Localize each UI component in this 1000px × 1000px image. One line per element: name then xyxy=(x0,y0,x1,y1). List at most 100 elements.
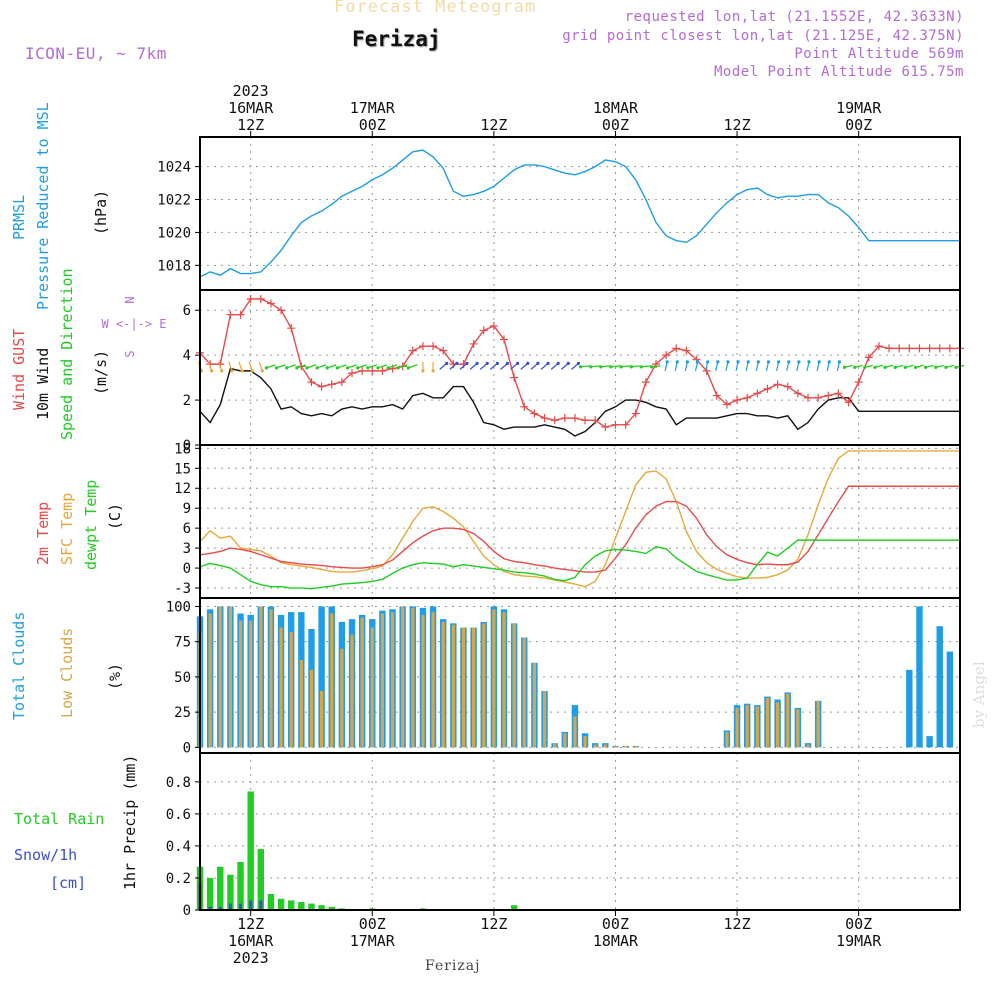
time-label-bottom: 16MAR xyxy=(228,932,274,950)
wind-arrow-head xyxy=(913,365,918,369)
low-cloud-bar xyxy=(786,693,790,748)
low-cloud-bar xyxy=(330,613,334,748)
low-cloud-bar xyxy=(522,637,526,748)
wind-arrow-head xyxy=(954,365,958,369)
low-cloud-bar xyxy=(563,733,567,748)
wind-arrow-head xyxy=(455,361,459,365)
rain-bar xyxy=(247,791,254,910)
wind-arrow-head xyxy=(629,365,633,369)
gust-marker xyxy=(307,378,316,387)
gust-marker xyxy=(408,346,417,355)
gust-marker xyxy=(885,344,894,353)
snow-unit-label: [cm] xyxy=(50,874,86,892)
gust-marker xyxy=(256,294,265,303)
low-cloud-bar xyxy=(735,707,739,748)
clouds-y-tick-label: 50 xyxy=(174,670,191,686)
pressure-line xyxy=(199,149,960,278)
gust-marker xyxy=(814,393,823,402)
wind-arrow-head xyxy=(827,360,831,364)
wind-arrow-head xyxy=(766,360,771,364)
low-cloud-bar xyxy=(299,660,303,748)
total-cloud-bar xyxy=(906,669,913,748)
wind-arrow-head xyxy=(863,365,867,369)
wind-arrow-head xyxy=(924,365,928,369)
low-cloud-bar xyxy=(532,662,536,748)
clouds-unit: (%) xyxy=(106,663,124,690)
wind-arrow-head xyxy=(260,369,264,373)
precip-y-tick-label: 0.2 xyxy=(166,871,191,887)
wind-arrow-head xyxy=(406,366,410,370)
wind-label: 10m Wind xyxy=(34,348,52,420)
wind-arrow-head xyxy=(944,365,948,369)
gust-marker xyxy=(834,389,843,398)
low-cloud-bar xyxy=(421,614,425,748)
rain-bar xyxy=(217,866,224,910)
wind-arrow-head xyxy=(649,365,654,369)
time-label-bottom: 00Z xyxy=(359,915,386,933)
pressure-y-tick-label: 1022 xyxy=(157,193,191,209)
wind-speed-line xyxy=(199,367,960,437)
gust-marker xyxy=(641,378,650,387)
temperature-y-tick-label: 18 xyxy=(174,441,191,457)
sfc-temp-label: SFC Temp xyxy=(58,493,76,565)
snow-bar xyxy=(249,900,253,910)
wind-arrow-head xyxy=(685,360,690,364)
precip-y-tick-label: 0 xyxy=(183,903,191,919)
wind-arrow-head xyxy=(842,365,847,369)
gust-marker xyxy=(378,366,387,375)
gust-marker xyxy=(337,378,346,387)
wind-arrow-head xyxy=(526,361,530,365)
direction-label: Speed and Direction xyxy=(58,268,76,440)
footer-location: Ferizaj xyxy=(425,958,481,974)
rain-bar xyxy=(277,898,285,910)
gust-marker xyxy=(469,339,478,348)
time-label-top: 12Z xyxy=(724,116,751,134)
wind-arrow-head xyxy=(295,366,299,370)
grid-point-coordinates: grid point closest lon,lat (21.125E, 42.… xyxy=(562,28,964,44)
low-cloud-bar xyxy=(390,612,395,748)
gust-marker xyxy=(500,335,508,344)
gust-marker xyxy=(489,321,498,330)
low-cloud-bar xyxy=(542,691,547,748)
gust-marker xyxy=(550,416,559,425)
wind-arrow-head xyxy=(619,365,623,369)
snow-label: Snow/1h xyxy=(14,846,77,864)
total-cloud-bar xyxy=(926,736,933,748)
wind-arrow-head xyxy=(305,366,309,370)
gust-marker xyxy=(763,384,772,393)
clouds-y-tick-label: 100 xyxy=(166,599,191,615)
wind-arrow-head xyxy=(589,365,593,369)
dewpoint-line xyxy=(199,539,960,590)
wind-arrow-head xyxy=(746,360,750,364)
wind-y-tick-label: 6 xyxy=(183,303,191,319)
gust-marker xyxy=(348,369,356,378)
gust-marker xyxy=(682,346,691,355)
total-clouds-label: Total Clouds xyxy=(10,612,28,720)
time-label-bottom: 19MAR xyxy=(836,932,882,950)
wind-y-tick-label: 2 xyxy=(183,393,191,409)
low-cloud-bar xyxy=(634,745,638,748)
gust-marker xyxy=(358,366,367,375)
gust-marker xyxy=(854,378,863,387)
snow-bar xyxy=(228,903,232,910)
gust-marker xyxy=(672,344,681,353)
wind-arrow-head xyxy=(817,360,821,364)
low-clouds-label: Low Clouds xyxy=(58,628,76,718)
wind-arrow-head xyxy=(396,366,400,370)
model-name: ICON-EU, ~ 7km xyxy=(25,44,167,63)
gust-marker xyxy=(530,409,539,418)
temperature-y-tick-label: 3 xyxy=(183,541,191,557)
wind-arrow-head xyxy=(837,360,842,364)
wind-arrow-head xyxy=(883,365,887,369)
low-cloud-bar xyxy=(401,606,405,748)
wind-arrow-head xyxy=(578,365,583,369)
wind-arrow-head xyxy=(240,369,244,373)
gust-marker xyxy=(510,373,519,382)
gust-marker xyxy=(560,414,569,423)
low-cloud-bar xyxy=(370,627,374,748)
wind-arrow-head xyxy=(903,365,907,369)
low-cloud-bar xyxy=(624,745,628,748)
wind-arrow-head xyxy=(495,361,499,365)
pressure-y-tick-label: 1018 xyxy=(157,258,191,274)
low-cloud-bar xyxy=(472,627,476,748)
